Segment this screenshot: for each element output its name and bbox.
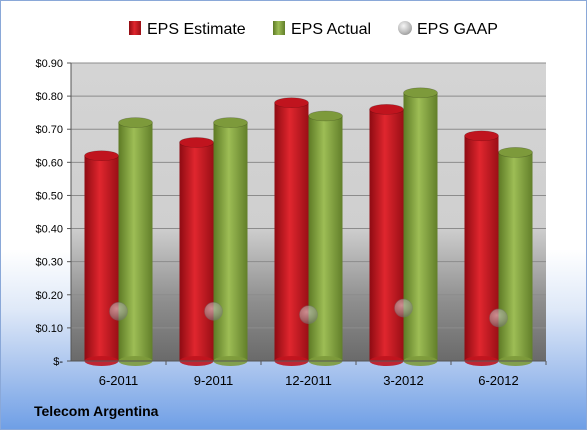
x-tick-label: 3-2012	[383, 373, 423, 388]
y-tick-label: $0.50	[35, 190, 63, 202]
bar-eps-actual	[498, 147, 533, 366]
y-tick-label: $0.40	[35, 224, 63, 236]
legend-item-eps-actual: EPS Actual	[273, 21, 371, 38]
legend-swatch	[273, 21, 285, 35]
y-tick-label: $0.20	[35, 290, 63, 302]
gaap-marker	[299, 305, 318, 324]
legend-swatch	[398, 21, 412, 35]
legend-label: EPS GAAP	[417, 21, 498, 38]
gaap-marker	[489, 308, 508, 328]
legend-item-eps-estimate: EPS Estimate	[129, 21, 246, 38]
legend-item-eps-gaap: EPS GAAP	[398, 21, 498, 38]
y-tick-label: $0.10	[35, 323, 63, 335]
y-tick-label: $0.90	[35, 58, 63, 70]
legend-label: EPS Actual	[291, 21, 371, 38]
legend-swatch	[129, 21, 141, 35]
y-tick-label: $0.80	[35, 91, 63, 103]
gaap-marker	[109, 302, 128, 321]
bar-eps-estimate	[464, 130, 499, 366]
company-name: Telecom Argentina	[34, 403, 159, 419]
bar-eps-actual	[118, 117, 153, 366]
y-tick-label: $-	[53, 356, 63, 368]
legend-label: EPS Estimate	[147, 21, 246, 38]
y-tick-label: $0.60	[35, 157, 63, 169]
bar-eps-estimate	[274, 97, 309, 366]
gaap-marker	[394, 298, 413, 318]
bar-eps-estimate	[84, 150, 119, 366]
x-tick-label: 12-2011	[285, 373, 332, 388]
bar-eps-actual	[213, 117, 248, 366]
bar-eps-actual	[403, 87, 438, 366]
gaap-marker	[204, 302, 223, 321]
y-tick-label: $0.30	[35, 257, 63, 269]
bar-eps-estimate	[369, 104, 404, 366]
x-tick-label: 9-2011	[194, 373, 234, 388]
bar-eps-actual	[308, 110, 343, 366]
x-tick-label: 6-2012	[478, 373, 518, 388]
x-tick-label: 6-2011	[99, 373, 139, 388]
bar-eps-estimate	[179, 137, 214, 366]
y-tick-label: $0.70	[35, 124, 63, 136]
